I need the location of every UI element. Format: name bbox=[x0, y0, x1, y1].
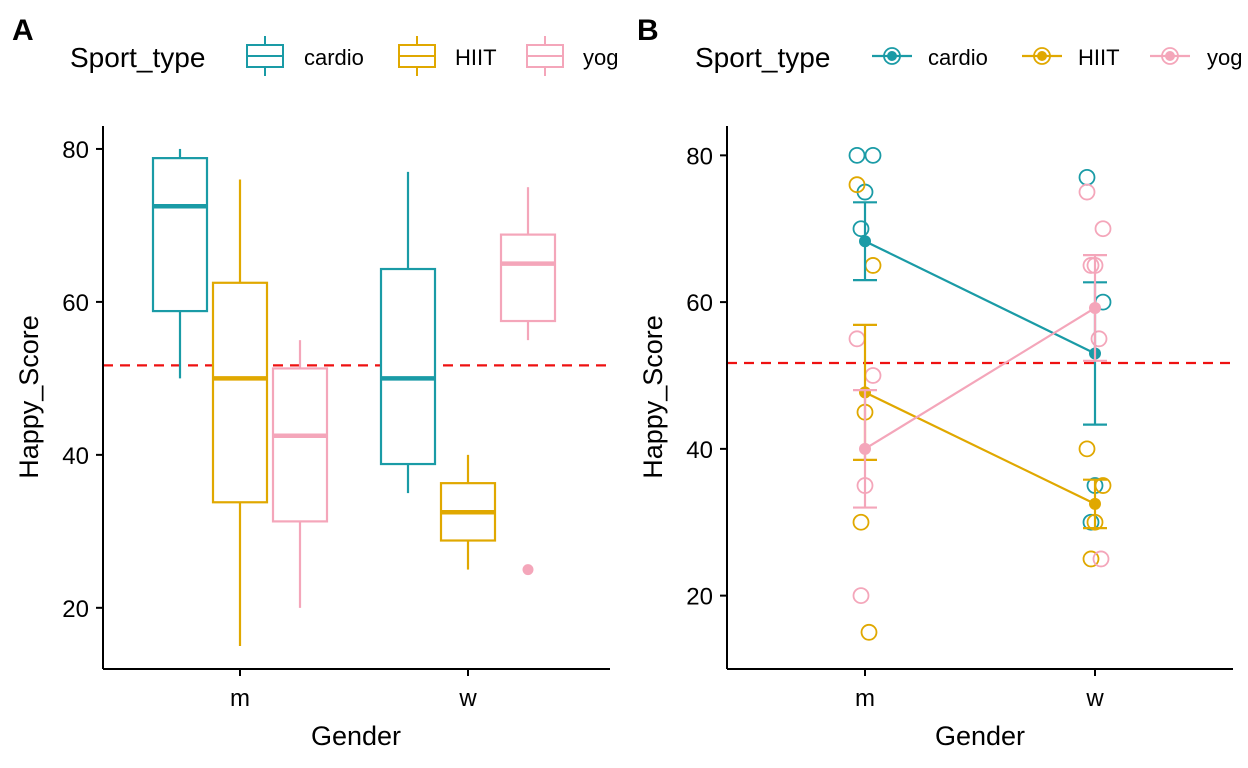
mean-line-hiit bbox=[864, 391, 1096, 505]
panel-a-y-axis-title: Happy_Score bbox=[14, 315, 44, 479]
panel-a-y-tick-label-3: 80 bbox=[62, 137, 89, 164]
legend-label-hiit-b: HIIT bbox=[1078, 45, 1120, 70]
panel-b-y-tick-label-0: 20 bbox=[686, 584, 713, 611]
panel-a-x-tick-label-0: m bbox=[230, 685, 250, 712]
box-yog-w bbox=[499, 233, 557, 323]
panel-a-y-tick-label-0: 20 bbox=[62, 596, 89, 623]
raw-point-yog-w-1 bbox=[1094, 220, 1112, 238]
panel-b-x-tick-label-1: w bbox=[1085, 685, 1104, 712]
panel-b-x-tick-label-0: m bbox=[855, 685, 875, 712]
raw-point-yog-m-1 bbox=[864, 367, 882, 384]
legend-item-yog: yog bbox=[526, 36, 618, 76]
panel-a-y-tick-label-1: 40 bbox=[62, 443, 89, 470]
legend-key-dot-yog bbox=[1165, 51, 1175, 61]
mean-line-yog bbox=[864, 307, 1096, 450]
panel-a-legend-title: Sport_type bbox=[70, 42, 205, 73]
legend-label-yog: yog bbox=[583, 45, 618, 70]
legend-label-yog-b: yog bbox=[1207, 45, 1242, 70]
panel-b-y-axis-title: Happy_Score bbox=[638, 315, 668, 479]
raw-point-yog-w-5 bbox=[1092, 550, 1110, 568]
legend-item-cardio-b: cardio bbox=[872, 45, 988, 70]
raw-point-cardio-m-0 bbox=[848, 146, 866, 164]
raw-point-cardio-m-1 bbox=[864, 146, 882, 164]
legend-key-ring-yog bbox=[1161, 47, 1179, 65]
raw-point-hiit-m-1 bbox=[864, 257, 882, 274]
raw-point-hiit-m-4 bbox=[860, 623, 878, 641]
raw-point-hiit-w-0 bbox=[1078, 440, 1096, 458]
panel-b-legend: Sport_type cardio HIIT yog bbox=[695, 42, 1242, 73]
legend-key-ring-hiit bbox=[1033, 47, 1051, 65]
box-yog-m bbox=[271, 367, 329, 523]
raw-point-yog-w-0 bbox=[1078, 183, 1096, 201]
panel-b-y-ticks: 20 40 60 80 bbox=[686, 143, 727, 611]
legend-key-box-yog bbox=[526, 36, 564, 76]
box-cardio-m bbox=[151, 157, 209, 313]
mean-point-cardio-m bbox=[859, 235, 871, 248]
legend-key-dot-hiit bbox=[1037, 51, 1047, 61]
legend-item-cardio: cardio bbox=[246, 36, 364, 76]
panel-b-tag: B bbox=[637, 14, 659, 47]
panel-b-y-tick-label-3: 80 bbox=[686, 143, 713, 170]
raw-point-yog-w-4 bbox=[1090, 330, 1108, 348]
legend-item-yog-b: yog bbox=[1150, 45, 1242, 70]
panel-a-y-ticks: 20 40 60 80 bbox=[62, 137, 103, 623]
raw-point-cardio-w-0 bbox=[1078, 168, 1096, 186]
panel-a-y-tick-label-2: 60 bbox=[62, 290, 89, 317]
box-cardio-w bbox=[379, 267, 437, 466]
box-hiit-m bbox=[211, 281, 269, 504]
panel-b-plot-area bbox=[727, 146, 1233, 641]
panel-b-legend-title: Sport_type bbox=[695, 42, 830, 73]
legend-key-box-hiit bbox=[398, 36, 436, 76]
raw-point-hiit-w-3 bbox=[1082, 550, 1100, 568]
legend-key-point-yog bbox=[1150, 47, 1190, 65]
mean-point-yog-w bbox=[1089, 301, 1101, 314]
legend-key-box-cardio bbox=[246, 36, 284, 76]
raw-point-hiit-m-3 bbox=[852, 513, 870, 531]
panel-a-legend: Sport_type cardio HIIT yog bbox=[70, 36, 618, 76]
legend-key-ring-cardio bbox=[883, 47, 901, 65]
mean-point-yog-m bbox=[859, 442, 871, 455]
panel-b-y-tick-label-1: 40 bbox=[686, 437, 713, 464]
legend-label-cardio-b: cardio bbox=[928, 45, 988, 70]
legend-label-hiit: HIIT bbox=[455, 45, 497, 70]
raw-point-cardio-w-3 bbox=[1082, 513, 1100, 531]
legend-item-hiit: HIIT bbox=[398, 36, 497, 76]
panel-a-plot-area bbox=[103, 148, 610, 647]
raw-point-cardio-m-3 bbox=[852, 220, 870, 238]
legend-key-point-cardio bbox=[872, 47, 912, 65]
raw-point-yog-m-0 bbox=[848, 330, 866, 348]
legend-label-cardio: cardio bbox=[304, 45, 364, 70]
panel-b-x-axis-title: Gender bbox=[935, 721, 1025, 751]
legend-key-point-hiit bbox=[1022, 47, 1062, 65]
legend-key-dot-cardio bbox=[887, 51, 897, 61]
panel-b-y-tick-label-2: 60 bbox=[686, 290, 713, 317]
panel-a-tag: A bbox=[12, 14, 34, 47]
legend-item-hiit-b: HIIT bbox=[1022, 45, 1120, 70]
raw-point-hiit-m-0 bbox=[848, 176, 866, 194]
mean-line-cardio bbox=[864, 240, 1096, 355]
mean-point-hiit-w bbox=[1089, 497, 1101, 510]
outlier-yog-w-0 bbox=[522, 564, 534, 576]
panel-a-x-tick-label-1: w bbox=[458, 685, 477, 712]
raw-point-yog-w-3 bbox=[1082, 257, 1100, 274]
raw-point-yog-m-3 bbox=[852, 587, 870, 605]
panel-a-x-axis-title: Gender bbox=[311, 721, 401, 751]
